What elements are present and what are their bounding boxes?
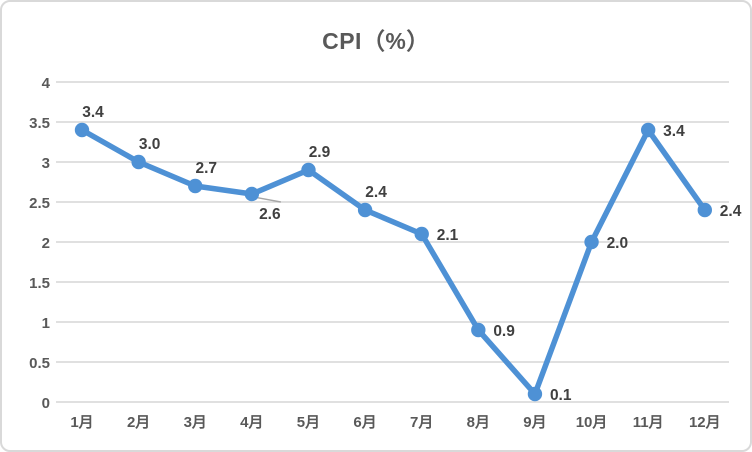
data-point-marker bbox=[697, 202, 712, 218]
y-tick-label: 1.5 bbox=[29, 275, 50, 292]
data-point-label: 2.4 bbox=[720, 203, 742, 220]
x-tick-label: 6月 bbox=[353, 414, 376, 431]
data-point-marker bbox=[471, 322, 486, 338]
x-tick-label: 1月 bbox=[70, 414, 93, 431]
y-tick-label: 2 bbox=[42, 235, 50, 252]
data-point-marker bbox=[131, 154, 146, 170]
x-tick-label: 12月 bbox=[689, 414, 721, 431]
data-point-marker bbox=[74, 122, 90, 138]
data-point-marker bbox=[188, 178, 203, 194]
data-point-label: 3.0 bbox=[139, 136, 161, 153]
data-label-leader-line bbox=[253, 196, 281, 203]
y-tick-label: 2.5 bbox=[29, 195, 50, 212]
series-line bbox=[79, 127, 708, 397]
data-point-marker bbox=[301, 162, 316, 178]
data-point-marker bbox=[527, 386, 543, 402]
x-tick-label: 11月 bbox=[633, 414, 664, 431]
data-point-marker bbox=[584, 234, 599, 250]
data-point-marker bbox=[414, 226, 429, 242]
x-tick-label: 10月 bbox=[576, 414, 608, 431]
y-tick-label: 0 bbox=[42, 395, 50, 412]
data-point-label: 2.0 bbox=[607, 235, 629, 252]
x-tick-label: 4月 bbox=[240, 414, 263, 431]
y-tick-label: 4 bbox=[42, 75, 51, 92]
data-point-label: 3.4 bbox=[82, 104, 104, 121]
x-tick-label: 7月 bbox=[410, 414, 433, 431]
data-point-label: 2.7 bbox=[195, 160, 217, 177]
data-point-label: 0.1 bbox=[550, 387, 572, 404]
y-tick-label: 3.5 bbox=[29, 115, 50, 132]
x-tick-label: 5月 bbox=[297, 414, 320, 431]
x-tick-label: 2月 bbox=[127, 414, 150, 431]
data-point-label: 2.4 bbox=[365, 184, 387, 201]
data-point-label: 3.4 bbox=[663, 123, 685, 140]
y-tick-label: 1 bbox=[42, 315, 50, 332]
y-tick-label: 0.5 bbox=[29, 355, 50, 372]
data-point-marker bbox=[357, 202, 373, 218]
chart-title: CPI（%） bbox=[322, 28, 430, 54]
x-tick-label: 3月 bbox=[184, 414, 207, 431]
data-point-label: 2.6 bbox=[259, 206, 281, 223]
y-tick-label: 3 bbox=[42, 155, 50, 172]
data-point-marker bbox=[640, 122, 656, 138]
data-point-label: 2.1 bbox=[437, 227, 459, 244]
data-point-marker bbox=[244, 186, 260, 202]
x-tick-label: 9月 bbox=[523, 414, 546, 431]
data-point-label: 0.9 bbox=[493, 323, 515, 340]
x-tick-label: 8月 bbox=[467, 414, 490, 431]
data-point-label: 2.9 bbox=[309, 144, 331, 161]
